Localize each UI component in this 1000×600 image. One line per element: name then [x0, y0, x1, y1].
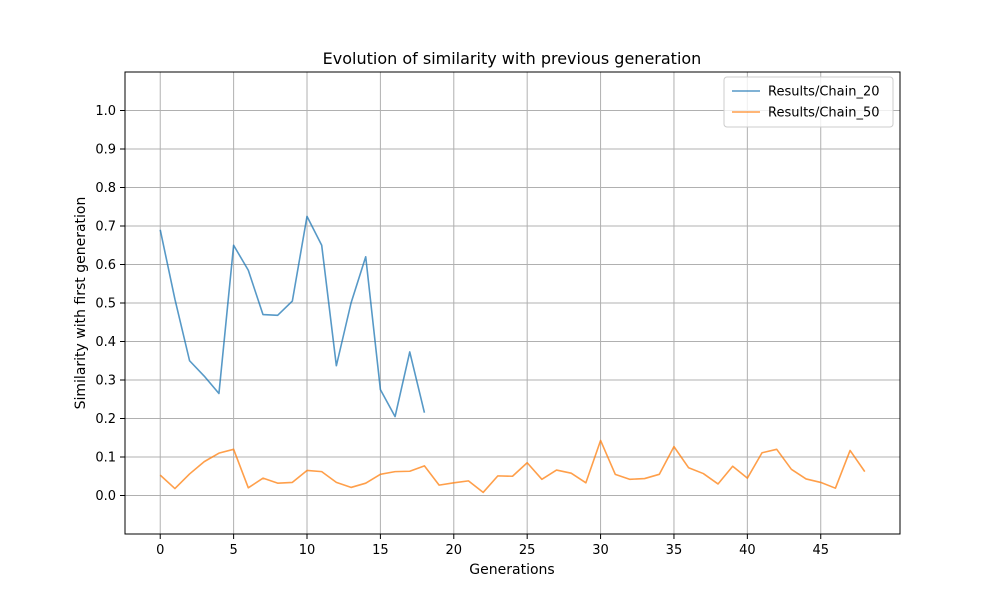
grid: [125, 72, 900, 534]
series-line-2: [159, 439, 866, 494]
x-tick-label: 15: [372, 543, 389, 558]
series-line-1: [159, 215, 426, 418]
x-tick-label: 30: [592, 543, 609, 558]
y-tick-label: 0.3: [95, 374, 116, 389]
y-tick-label: 0.8: [95, 181, 116, 196]
x-axis-ticks: 0 5 10 15 20 25 30 35 40 45: [156, 534, 829, 558]
y-tick-label: 0.0: [95, 489, 116, 504]
x-tick-label: 45: [812, 543, 829, 558]
y-tick-label: 0.7: [95, 220, 116, 235]
y-tick-label: 0.6: [95, 258, 116, 273]
y-axis-label: Similarity with first generation: [73, 197, 89, 410]
y-tick-label: 1.0: [95, 104, 116, 119]
y-tick-label: 0.5: [95, 297, 116, 312]
y-tick-label: 0.4: [95, 335, 116, 350]
x-tick-label: 40: [739, 543, 756, 558]
chart-title: Evolution of similarity with previous ge…: [323, 49, 702, 68]
x-tick-label: 0: [156, 543, 164, 558]
legend-box: [723, 76, 894, 128]
x-tick-label: 35: [666, 543, 683, 558]
x-axis-label: Generations: [469, 562, 554, 578]
legend-label: Results/Chain_20: [768, 85, 880, 100]
x-tick-label: 25: [519, 543, 536, 558]
x-tick-label: 5: [229, 543, 237, 558]
x-tick-label: 20: [446, 543, 463, 558]
y-tick-label: 0.2: [95, 412, 116, 427]
series-layer: [159, 215, 866, 494]
y-tick-label: 0.9: [95, 143, 116, 158]
legend: Results/Chain_20 Results/Chain_50: [723, 76, 894, 128]
x-tick-label: 10: [299, 543, 316, 558]
legend-label: Results/Chain_50: [768, 106, 880, 121]
y-tick-label: 0.1: [95, 451, 116, 466]
y-axis-ticks: 0.0 0.1 0.2 0.3 0.4 0.5 0.6 0.7 0.8 0.9 1.0: [95, 104, 125, 504]
